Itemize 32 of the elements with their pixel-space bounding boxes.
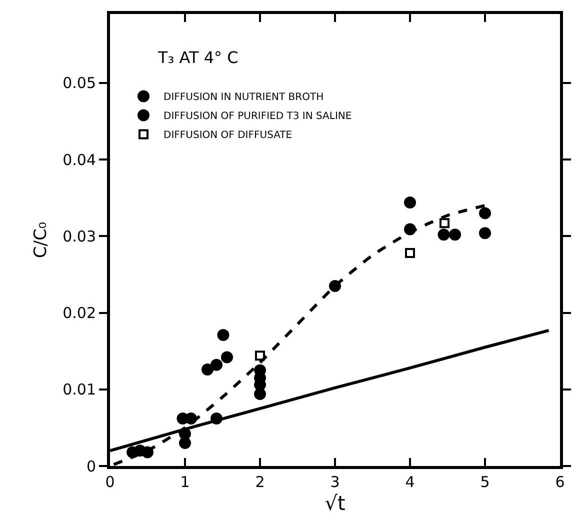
point	[221, 351, 233, 364]
legend-label: DIFFUSION OF DIFFUSATE	[164, 130, 292, 142]
annotation: T₃ AT 4° C	[157, 48, 238, 67]
x-axis-title: √t	[324, 491, 346, 515]
point	[479, 207, 491, 220]
x-tick-label: 4	[405, 473, 415, 491]
y-axis-title: C/C₀	[31, 222, 52, 258]
point	[202, 363, 214, 376]
point	[210, 358, 222, 371]
point	[438, 228, 450, 241]
y-tick-label: 0.04	[62, 150, 96, 169]
y-tick-label: 0.02	[62, 304, 96, 322]
y-tick-label: 0	[86, 457, 96, 476]
x-tick-label: 1	[180, 473, 190, 491]
x-tick-label: 3	[330, 473, 340, 491]
x-tick-label: 5	[480, 473, 490, 491]
legend-label: DIFFUSION IN NUTRIENT BROTH	[164, 92, 324, 104]
x-tick-label: 6	[555, 473, 565, 491]
y-tick-label: 0.05	[62, 74, 96, 92]
point	[449, 228, 461, 241]
point	[255, 350, 265, 361]
y-tick-label: 0.01	[62, 380, 96, 399]
x-tick-label: 0	[105, 473, 115, 491]
point	[254, 388, 266, 400]
point	[440, 218, 450, 228]
point	[479, 227, 491, 240]
point	[404, 196, 416, 208]
point	[405, 248, 415, 258]
point	[217, 329, 230, 341]
legend-label: DIFFUSION OF PURIFIED T3 IN SALINE	[164, 111, 352, 122]
y-tick-label: 0.03	[62, 227, 96, 246]
x-tick-label: 2	[255, 473, 265, 491]
